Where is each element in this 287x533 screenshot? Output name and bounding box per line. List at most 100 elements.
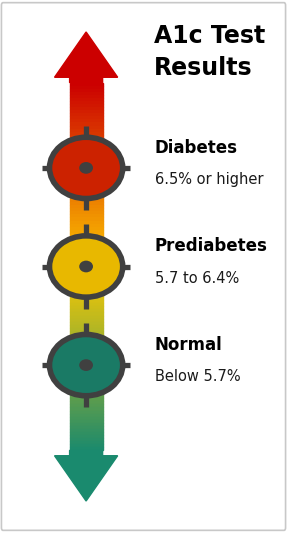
Bar [69,119,103,123]
Bar [69,184,103,187]
Ellipse shape [49,137,123,198]
Bar [69,319,103,321]
Ellipse shape [79,162,93,174]
Bar [69,291,103,294]
Bar [69,352,103,356]
Bar [69,414,103,417]
Bar [69,325,103,328]
FancyArrow shape [55,32,118,83]
Ellipse shape [79,359,93,371]
Bar [69,236,103,239]
Bar [69,365,103,368]
Text: Diabetes: Diabetes [155,139,238,157]
Bar [69,361,103,365]
Bar [69,432,103,435]
Bar [69,270,103,272]
Bar [69,156,103,159]
Bar [69,380,103,383]
Bar [69,248,103,251]
Bar [69,175,103,177]
Bar [69,101,103,104]
Bar [69,441,103,444]
Bar [69,303,103,306]
Bar [69,116,103,119]
Bar [69,334,103,337]
Bar [69,224,103,227]
Ellipse shape [49,236,123,297]
Bar [69,337,103,340]
Bar [69,410,103,414]
Bar [69,168,103,172]
Bar [69,260,103,263]
Bar [69,165,103,168]
Bar [69,153,103,156]
Ellipse shape [79,261,93,272]
Bar [69,316,103,319]
Bar [69,263,103,266]
Bar [69,340,103,343]
Bar [69,371,103,374]
FancyBboxPatch shape [1,3,286,530]
Text: Below 5.7%: Below 5.7% [155,369,241,384]
Text: Results: Results [154,56,252,80]
Bar [69,282,103,285]
Bar [69,177,103,181]
Bar [69,104,103,107]
Bar [69,395,103,398]
Ellipse shape [49,335,123,395]
Bar [69,420,103,423]
Bar [69,426,103,429]
Bar [69,356,103,358]
FancyArrow shape [55,450,118,501]
Bar [69,435,103,438]
Bar [69,273,103,276]
Bar [69,343,103,346]
Bar [69,144,103,147]
Bar [69,358,103,361]
Bar [69,126,103,128]
Bar [69,214,103,217]
Bar [69,309,103,312]
Bar [69,159,103,162]
Bar [69,398,103,401]
Bar [69,386,103,389]
Bar [69,83,103,86]
Bar [69,114,103,116]
Bar [69,172,103,175]
Bar [69,368,103,371]
Bar [69,374,103,377]
Bar [69,190,103,193]
Bar [69,377,103,380]
Bar [69,322,103,325]
Bar [69,98,103,101]
Bar [69,230,103,233]
Bar [69,88,103,92]
Bar [69,331,103,334]
Text: A1c Test: A1c Test [154,24,265,48]
Bar [69,196,103,199]
Bar [69,95,103,98]
Bar [69,187,103,190]
Bar [69,300,103,303]
Bar [69,297,103,300]
Bar [69,346,103,349]
Bar [69,429,103,432]
Bar [69,239,103,242]
Bar [69,132,103,135]
Bar [69,349,103,352]
Bar [69,242,103,245]
Bar [69,245,103,248]
Bar [69,312,103,316]
Bar [69,257,103,260]
Bar [69,147,103,150]
Bar [69,401,103,405]
Bar [69,438,103,441]
Bar [69,107,103,110]
Bar [69,86,103,88]
Bar [69,389,103,392]
Bar [69,285,103,288]
Text: Prediabetes: Prediabetes [155,237,268,255]
Bar [69,227,103,230]
Bar [69,92,103,95]
Bar [69,208,103,212]
